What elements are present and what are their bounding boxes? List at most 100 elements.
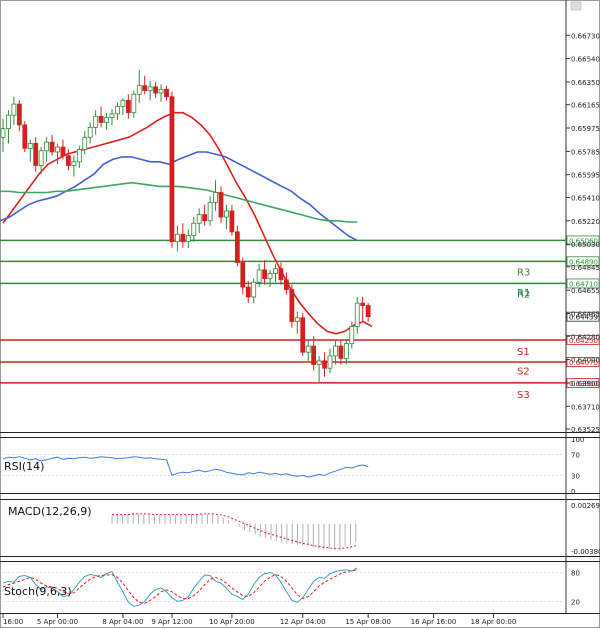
candle-bull bbox=[174, 233, 180, 243]
candle-bear bbox=[33, 142, 39, 166]
candle-bear bbox=[322, 360, 327, 369]
macd-tick-label: -0.003807 bbox=[571, 548, 600, 556]
price-tick-label: 0.64845 bbox=[571, 264, 600, 272]
price-tick-label: 0.63900 bbox=[571, 380, 600, 388]
rsi-tick-label: 100 bbox=[571, 436, 584, 444]
ma-red-line bbox=[2, 111, 373, 335]
candle-bull bbox=[196, 214, 202, 224]
price-tick-label: 0.65410 bbox=[571, 194, 600, 202]
candle-bear bbox=[245, 286, 251, 298]
price-tick-label: 0.65030 bbox=[571, 241, 600, 249]
candle-bull bbox=[349, 326, 355, 345]
candle-bull bbox=[251, 281, 257, 298]
candle-bull bbox=[267, 273, 273, 279]
indicator-panels: 100 70 30 0 RSI(14) 0.002699 -0.003807 MACD(12,… bbox=[0, 436, 600, 607]
level-price-box bbox=[566, 235, 600, 246]
level-price-label: 0.64250 bbox=[569, 337, 598, 345]
candle-bear bbox=[229, 210, 235, 233]
pivot-label: S3 bbox=[517, 390, 530, 401]
candle-bull bbox=[38, 150, 44, 166]
candle-bear bbox=[142, 85, 148, 91]
candle-bear bbox=[262, 269, 268, 279]
candle-bull bbox=[147, 86, 153, 91]
price-tick-label: 0.66540 bbox=[571, 56, 600, 64]
level-price-label: 0.65060 bbox=[569, 237, 598, 245]
candle-bear bbox=[218, 192, 224, 218]
candle-bull bbox=[120, 99, 126, 107]
stoch-tick-label: 20 bbox=[571, 598, 580, 606]
candle-bull bbox=[354, 302, 360, 327]
time-tick-label: 8 Apr 04:00 bbox=[102, 618, 143, 626]
candle-bull bbox=[333, 345, 338, 357]
candle-bear bbox=[311, 345, 317, 365]
price-tick-label: 0.64280 bbox=[571, 333, 600, 341]
candle-bear bbox=[360, 302, 366, 306]
candle-bull bbox=[109, 113, 115, 118]
price-tick-label: 0.66730 bbox=[571, 32, 600, 40]
candle-bear bbox=[234, 231, 240, 263]
ma-blue-line bbox=[0, 151, 358, 242]
pivot-label: R3 bbox=[517, 267, 530, 278]
time-tick-label: 16:00 bbox=[3, 618, 23, 626]
macd-title: MACD(12,26,9) bbox=[8, 505, 92, 518]
price-tick-label: 0.64465 bbox=[571, 311, 600, 319]
pivot-label: R1 bbox=[517, 288, 530, 299]
rsi-line bbox=[2, 456, 369, 478]
candle-bear bbox=[49, 141, 55, 153]
macd-signal-line bbox=[112, 513, 356, 550]
candle-bull bbox=[327, 355, 333, 369]
price-axis: 0.66730 0.66540 0.66350 0.66165 0.65975 0.657… bbox=[566, 32, 600, 434]
candle-bull bbox=[131, 93, 137, 114]
rsi-title: RSI(14) bbox=[4, 460, 44, 473]
price-tick-label: 0.63525 bbox=[571, 426, 600, 434]
candle-bear bbox=[98, 115, 104, 123]
candle-bull bbox=[82, 136, 88, 150]
candle-bear bbox=[180, 233, 186, 243]
ma-green-line bbox=[0, 181, 358, 223]
pivot-levels: 0.65060 0.64890 0.64710 0.64250 0.64070 0.639… bbox=[0, 235, 600, 401]
price-tick-label: 0.63710 bbox=[571, 403, 600, 411]
stoch-tick-label: 80 bbox=[571, 570, 580, 578]
candle-bull bbox=[224, 210, 229, 218]
time-tick-label: 16 Apr 16:00 bbox=[411, 618, 457, 626]
candle-bear bbox=[365, 305, 371, 317]
candles bbox=[0, 69, 371, 383]
candle-bear bbox=[338, 345, 344, 359]
price-tick-label: 0.66350 bbox=[571, 79, 600, 87]
price-tick-label: 0.64655 bbox=[571, 287, 600, 295]
candle-bear bbox=[22, 124, 28, 149]
candle-bear bbox=[66, 155, 71, 166]
price-tick-label: 0.65785 bbox=[571, 148, 600, 156]
candle-bull bbox=[136, 85, 142, 95]
candle-bull bbox=[55, 146, 60, 153]
candle-bull bbox=[191, 222, 197, 236]
candle-bull bbox=[27, 142, 33, 149]
price-tick-label: 0.66165 bbox=[571, 102, 600, 110]
candle-bull bbox=[44, 141, 49, 152]
time-tick-label: 10 Apr 20:00 bbox=[209, 618, 255, 626]
candle-bull bbox=[213, 192, 218, 203]
candle-bull bbox=[87, 127, 93, 138]
moving-averages bbox=[0, 111, 373, 335]
candle-bull bbox=[6, 114, 11, 130]
candle-bull bbox=[115, 106, 120, 115]
candle-bull bbox=[305, 345, 311, 353]
candle-bear bbox=[289, 289, 295, 322]
candle-bull bbox=[11, 103, 17, 116]
candle-bear bbox=[283, 279, 289, 290]
time-axis: 16:00 5 Apr 00:00 8 Apr 04:00 9 Apr 12:00 10… bbox=[2, 614, 516, 626]
price-tick-label: 0.65975 bbox=[571, 125, 600, 133]
candle-bull bbox=[207, 201, 213, 222]
level-price-box bbox=[566, 335, 600, 345]
candle-bear bbox=[202, 214, 208, 222]
candle-bear bbox=[60, 146, 66, 157]
corner-button[interactable] bbox=[570, 1, 582, 11]
candle-bull bbox=[273, 268, 278, 275]
rsi-tick-label: 70 bbox=[571, 452, 580, 460]
candle-bear bbox=[169, 96, 175, 243]
candle-bear bbox=[300, 317, 306, 353]
level-price-label: 0.64890 bbox=[569, 258, 598, 266]
